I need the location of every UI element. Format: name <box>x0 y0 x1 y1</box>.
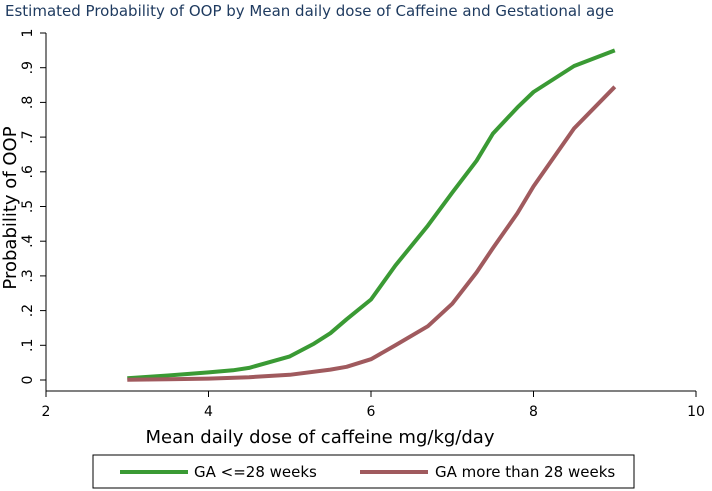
legend-label-ga-gt-28: GA more than 28 weeks <box>435 463 615 481</box>
y-tick-label: 1 <box>20 29 36 38</box>
legend: GA <=28 weeks GA more than 28 weeks <box>92 454 635 489</box>
y-tick-label: .8 <box>20 96 36 109</box>
y-tick-label: .2 <box>20 304 36 317</box>
y-tick-label: .1 <box>20 339 36 352</box>
y-axis: 0 .1 .2 .3 .4 .5 .6 .7 .8 .9 1 <box>20 29 47 391</box>
x-axis: 2 4 6 8 10 <box>42 390 705 420</box>
x-tick-label: 8 <box>529 404 538 420</box>
y-axis-title: Probability of OOP <box>0 126 21 289</box>
y-tick-label: .9 <box>20 61 36 74</box>
chart-title: Estimated Probability of OOP by Mean dai… <box>5 2 614 20</box>
x-tick-label: 4 <box>204 404 213 420</box>
y-tick-label: 0 <box>20 376 36 385</box>
x-tick-label: 6 <box>367 404 376 420</box>
y-tick-label: .6 <box>20 165 36 178</box>
series-layer <box>127 48 617 382</box>
y-tick-label: .5 <box>20 200 36 213</box>
y-tick-label: .7 <box>20 130 36 143</box>
x-tick-label: 10 <box>687 404 705 420</box>
series-line-ga-le-28 <box>127 48 616 381</box>
y-tick-label: .3 <box>20 269 36 282</box>
series-line-ga-gt-28 <box>127 85 617 382</box>
x-axis-title: Mean daily dose of caffeine mg/kg/day <box>146 427 495 448</box>
x-tick-label: 2 <box>42 404 51 420</box>
legend-label-ga-le-28: GA <=28 weeks <box>194 463 317 481</box>
y-tick-label: .4 <box>20 234 36 247</box>
